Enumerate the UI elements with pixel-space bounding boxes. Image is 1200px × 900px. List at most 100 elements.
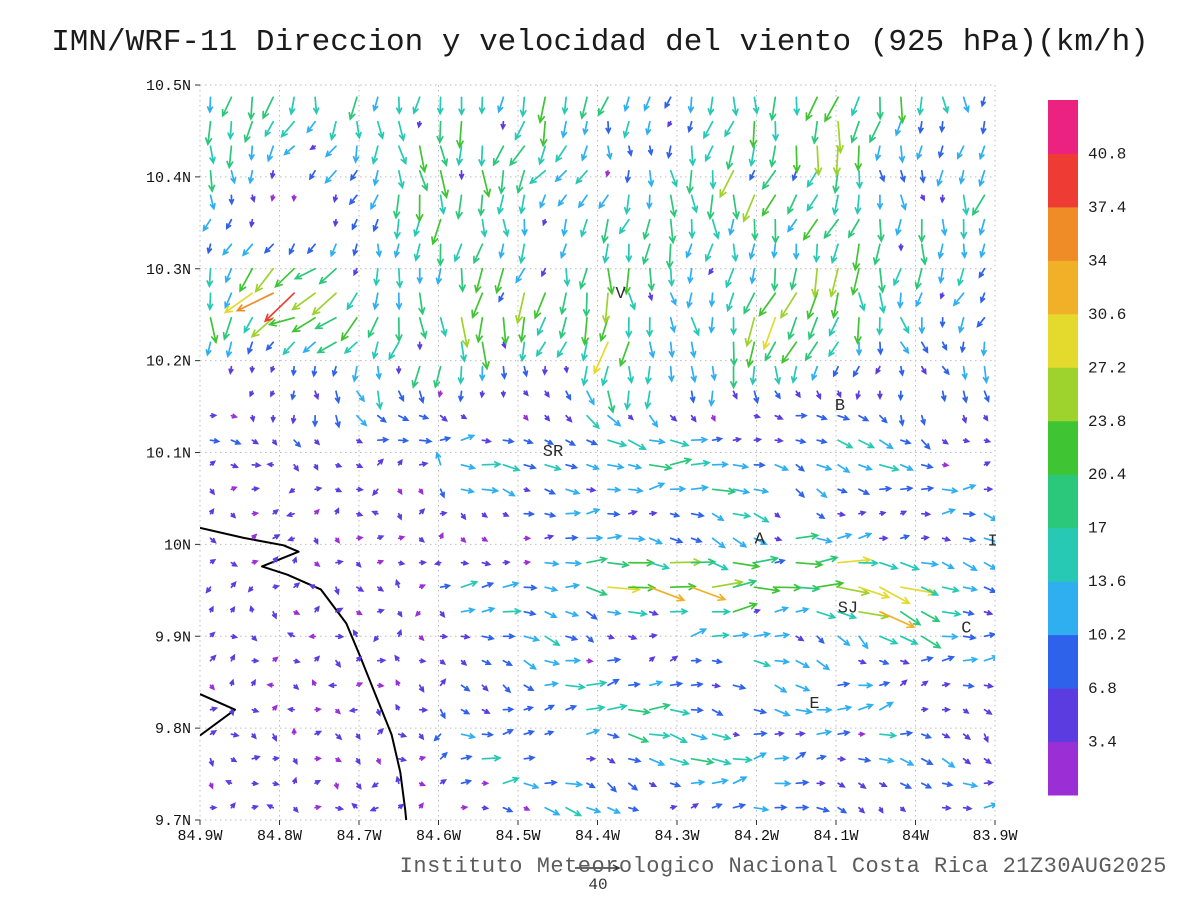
wind-arrow xyxy=(941,508,957,515)
wind-arrow xyxy=(335,487,343,493)
wind-arrow xyxy=(669,292,677,306)
wind-arrow xyxy=(439,316,448,338)
colorbar-label: 34 xyxy=(1088,252,1107,270)
wind-arrow xyxy=(479,365,486,382)
wind-arrow xyxy=(920,439,931,450)
wind-arrow xyxy=(502,729,515,736)
wind-arrow xyxy=(356,535,364,541)
wind-arrow xyxy=(396,267,403,289)
wind-arrow xyxy=(689,145,696,167)
x-tick-label: 84.6W xyxy=(416,828,461,845)
wind-arrow xyxy=(753,730,768,737)
wind-arrow xyxy=(669,655,679,662)
wind-arrow xyxy=(544,463,563,472)
wind-arrow xyxy=(898,243,904,252)
wind-arrow xyxy=(764,341,777,362)
wind-arrow xyxy=(414,610,421,617)
wind-arrow xyxy=(811,120,819,145)
wind-arrow xyxy=(642,218,651,241)
wind-arrow xyxy=(436,96,444,116)
wind-arrow xyxy=(502,488,516,497)
wind-arrow xyxy=(690,459,711,467)
wind-arrow xyxy=(806,194,819,212)
wind-arrow xyxy=(418,560,428,566)
wind-arrow xyxy=(586,756,597,762)
wind-arrow xyxy=(544,390,550,399)
wind-arrow xyxy=(900,316,910,335)
wind-arrow xyxy=(962,757,972,765)
wind-arrow xyxy=(586,439,599,446)
wind-arrow xyxy=(666,243,674,270)
wind-arrow xyxy=(956,145,965,160)
wind-arrow xyxy=(900,463,915,471)
wind-arrow xyxy=(937,145,944,159)
wind-arrow xyxy=(837,756,847,762)
wind-arrow xyxy=(586,704,606,712)
wind-arrow xyxy=(544,681,560,688)
wind-arrow xyxy=(667,120,673,128)
wind-arrow xyxy=(209,488,216,496)
wind-arrow xyxy=(958,169,965,185)
wind-arrow xyxy=(418,781,427,787)
wind-arrow xyxy=(962,96,970,114)
wind-arrow xyxy=(324,169,337,184)
wind-arrow xyxy=(481,754,502,762)
wind-arrow xyxy=(267,316,295,327)
reference-vector-arrow xyxy=(575,864,621,872)
wind-arrow xyxy=(823,218,839,240)
wind-arrow xyxy=(980,96,986,108)
wind-arrow xyxy=(293,806,299,813)
coastline-cape xyxy=(200,693,236,737)
wind-arrow xyxy=(731,243,739,263)
wind-arrow xyxy=(625,243,633,264)
wind-arrow xyxy=(753,708,768,715)
wind-arrow xyxy=(856,341,863,357)
wind-arrow xyxy=(494,267,505,295)
wind-arrow xyxy=(523,390,529,397)
wind-arrow xyxy=(941,781,954,788)
wind-arrow xyxy=(837,511,846,517)
wind-arrow xyxy=(983,733,989,744)
wind-arrow xyxy=(335,757,342,763)
wind-arrow xyxy=(837,705,853,712)
wind-arrow xyxy=(313,537,319,546)
wind-arrow xyxy=(565,806,583,817)
wind-arrow xyxy=(597,96,609,117)
wind-arrow xyxy=(481,805,490,811)
wind-arrow xyxy=(816,414,829,421)
wind-arrow xyxy=(602,243,610,264)
wind-arrow xyxy=(247,96,255,121)
wind-arrow xyxy=(962,483,977,491)
wind-arrow xyxy=(749,267,756,285)
wind-arrow xyxy=(962,194,970,216)
wind-arrow xyxy=(690,707,704,714)
wind-arrow xyxy=(669,537,684,544)
colorbar-label: 23.8 xyxy=(1088,413,1126,431)
wind-arrow xyxy=(940,390,947,403)
colorbar-segment xyxy=(1048,313,1078,368)
wind-arrow xyxy=(523,635,541,642)
wind-arrow xyxy=(456,120,464,150)
wind-arrow xyxy=(900,561,921,571)
wind-arrow xyxy=(858,703,875,711)
wind-arrow xyxy=(356,586,365,592)
wind-arrow xyxy=(957,267,965,287)
wind-arrow xyxy=(523,414,529,422)
wind-arrow xyxy=(816,729,833,736)
wind-arrow xyxy=(395,578,401,589)
wind-arrow xyxy=(850,96,860,117)
wind-arrow xyxy=(544,610,558,618)
wind-arrow xyxy=(772,120,779,143)
wind-arrow xyxy=(518,316,526,344)
y-tick-label: 10.3N xyxy=(146,262,191,279)
wind-arrow xyxy=(248,145,255,162)
wind-arrow xyxy=(439,751,448,760)
wind-arrow xyxy=(816,754,827,761)
wind-arrow xyxy=(869,120,881,144)
wind-arrow xyxy=(418,292,426,316)
wind-arrow xyxy=(206,267,214,289)
wind-arrow xyxy=(687,267,694,285)
colorbar-segment xyxy=(1048,688,1078,743)
footer-credit: Instituto Meteorologico Nacional Costa R… xyxy=(400,854,1167,879)
wind-arrow xyxy=(372,488,379,497)
